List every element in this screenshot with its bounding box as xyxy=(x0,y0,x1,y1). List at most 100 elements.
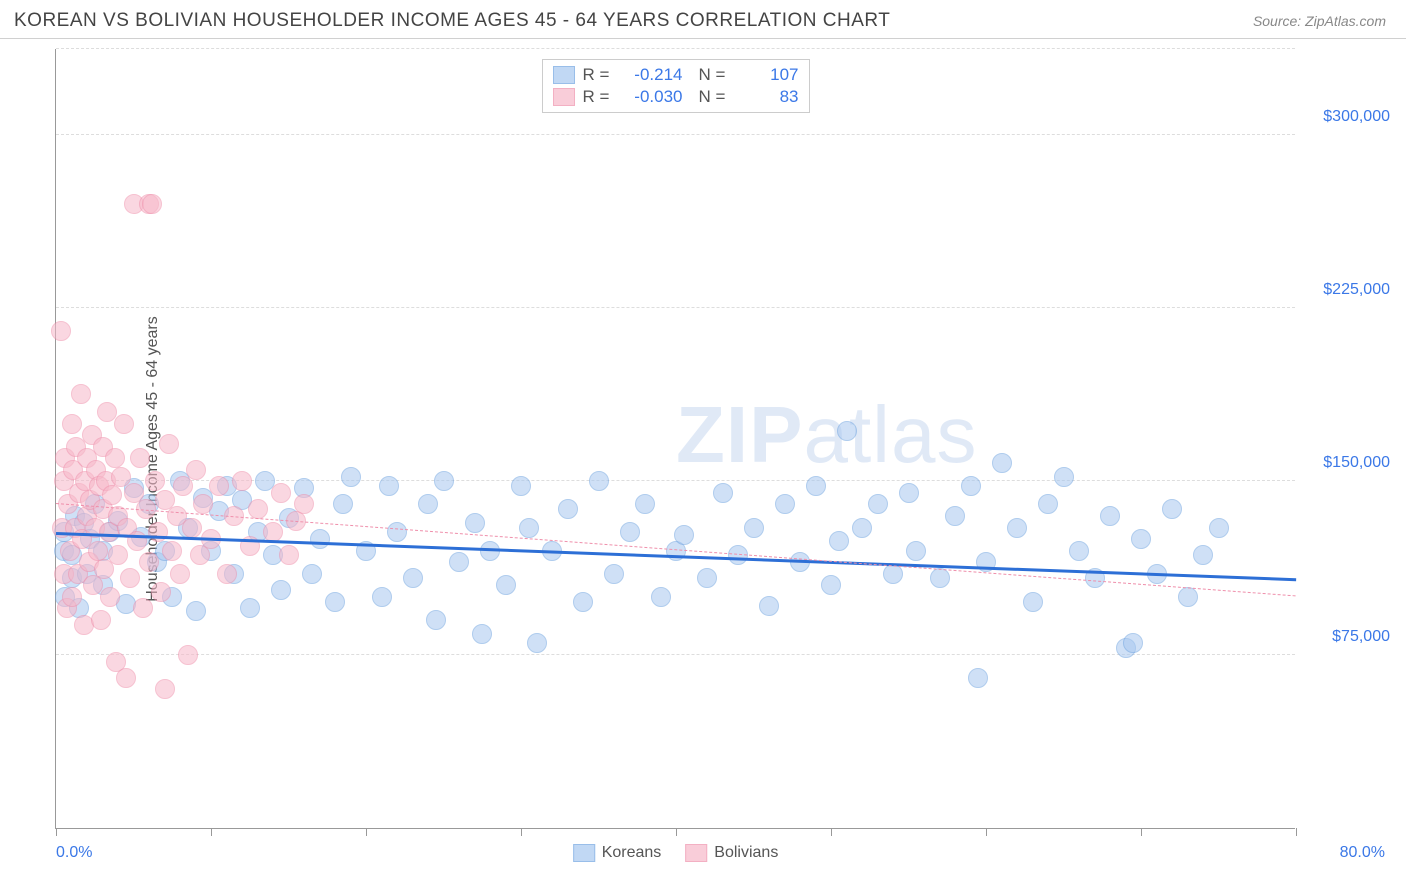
data-point xyxy=(130,448,150,468)
correlation-legend: R =-0.214N =107R =-0.030N =83 xyxy=(542,59,810,113)
data-point xyxy=(868,494,888,514)
data-point xyxy=(573,592,593,612)
data-point xyxy=(930,568,950,588)
scatter-plot: $75,000$150,000$225,000$300,0000.0%80.0%… xyxy=(55,49,1295,829)
data-point xyxy=(186,601,206,621)
chart-title: KOREAN VS BOLIVIAN HOUSEHOLDER INCOME AG… xyxy=(14,10,890,32)
data-point xyxy=(294,494,314,514)
x-axis-max-label: 80.0% xyxy=(1340,844,1385,862)
chart-source: Source: ZipAtlas.com xyxy=(1253,13,1386,29)
data-point xyxy=(248,499,268,519)
data-point xyxy=(1038,494,1058,514)
data-point xyxy=(821,575,841,595)
r-label: R = xyxy=(583,87,617,107)
gridline xyxy=(56,48,1295,49)
data-point xyxy=(310,529,330,549)
y-tick-label: $225,000 xyxy=(1305,281,1390,299)
n-label: N = xyxy=(699,65,733,85)
data-point xyxy=(968,668,988,688)
legend-item: Bolivians xyxy=(685,844,778,862)
x-tick xyxy=(676,828,677,836)
data-point xyxy=(62,587,82,607)
data-point xyxy=(434,471,454,491)
data-point xyxy=(744,518,764,538)
data-point xyxy=(182,518,202,538)
y-tick-label: $150,000 xyxy=(1305,454,1390,472)
data-point xyxy=(148,522,168,542)
x-tick xyxy=(211,828,212,836)
data-point xyxy=(387,522,407,542)
x-tick xyxy=(831,828,832,836)
n-value: 107 xyxy=(741,65,799,85)
r-label: R = xyxy=(583,65,617,85)
data-point xyxy=(178,645,198,665)
data-point xyxy=(193,494,213,514)
data-point xyxy=(1193,545,1213,565)
gridline xyxy=(56,654,1295,655)
y-tick-label: $300,000 xyxy=(1305,108,1390,126)
n-value: 83 xyxy=(741,87,799,107)
data-point xyxy=(1162,499,1182,519)
x-tick xyxy=(366,828,367,836)
data-point xyxy=(379,476,399,496)
data-point xyxy=(1007,518,1027,538)
data-point xyxy=(527,633,547,653)
x-tick xyxy=(1141,828,1142,836)
legend-label: Koreans xyxy=(602,844,662,862)
legend-swatch xyxy=(553,66,575,84)
data-point xyxy=(209,476,229,496)
data-point xyxy=(105,448,125,468)
r-value: -0.030 xyxy=(625,87,683,107)
data-point xyxy=(139,552,159,572)
data-point xyxy=(162,541,182,561)
legend-swatch xyxy=(553,88,575,106)
data-point xyxy=(519,518,539,538)
data-point xyxy=(418,494,438,514)
data-point xyxy=(465,513,485,533)
data-point xyxy=(333,494,353,514)
data-point xyxy=(759,596,779,616)
gridline xyxy=(56,134,1295,135)
x-tick xyxy=(1296,828,1297,836)
x-tick xyxy=(986,828,987,836)
data-point xyxy=(341,467,361,487)
data-point xyxy=(604,564,624,584)
data-point xyxy=(217,564,237,584)
data-point xyxy=(1100,506,1120,526)
data-point xyxy=(674,525,694,545)
x-axis-min-label: 0.0% xyxy=(56,844,92,862)
data-point xyxy=(142,194,162,214)
data-point xyxy=(992,453,1012,473)
data-point xyxy=(120,568,140,588)
chart-header: KOREAN VS BOLIVIAN HOUSEHOLDER INCOME AG… xyxy=(0,0,1406,39)
data-point xyxy=(558,499,578,519)
x-tick xyxy=(56,828,57,836)
data-point xyxy=(100,587,120,607)
data-point xyxy=(170,564,190,584)
data-point xyxy=(852,518,872,538)
data-point xyxy=(472,624,492,644)
data-point xyxy=(240,598,260,618)
data-point xyxy=(426,610,446,630)
data-point xyxy=(1023,592,1043,612)
y-tick-label: $75,000 xyxy=(1305,628,1390,646)
data-point xyxy=(697,568,717,588)
data-point xyxy=(589,471,609,491)
r-value: -0.214 xyxy=(625,65,683,85)
data-point xyxy=(837,421,857,441)
data-point xyxy=(173,476,193,496)
data-point xyxy=(1123,633,1143,653)
data-point xyxy=(829,531,849,551)
legend-row: R =-0.030N =83 xyxy=(553,86,799,108)
data-point xyxy=(271,580,291,600)
legend-swatch xyxy=(573,844,595,862)
data-point xyxy=(71,384,91,404)
watermark: ZIPatlas xyxy=(676,389,977,481)
data-point xyxy=(620,522,640,542)
data-point xyxy=(945,506,965,526)
data-point xyxy=(496,575,516,595)
series-legend: Koreans Bolivians xyxy=(573,844,779,862)
data-point xyxy=(159,434,179,454)
data-point xyxy=(91,610,111,630)
gridline xyxy=(56,307,1295,308)
